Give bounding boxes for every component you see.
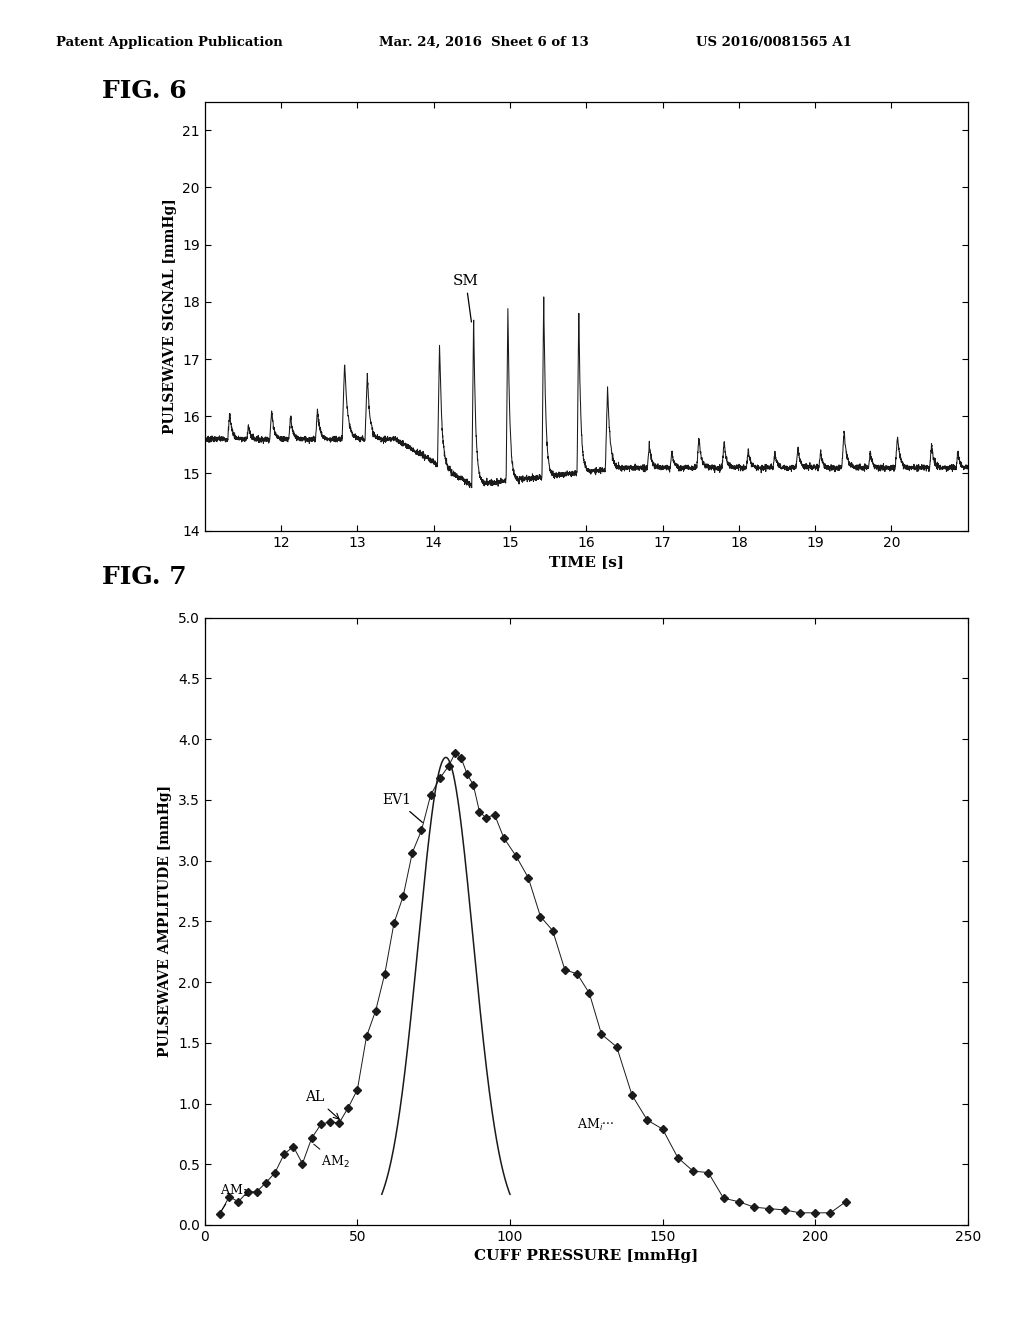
Y-axis label: PULSEWAVE AMPLITUDE [mmHg]: PULSEWAVE AMPLITUDE [mmHg] [159, 785, 172, 1057]
Text: FIG. 7: FIG. 7 [102, 565, 187, 589]
Text: AM$_i$···: AM$_i$··· [578, 1117, 614, 1134]
Text: Patent Application Publication: Patent Application Publication [56, 36, 283, 49]
X-axis label: TIME [s]: TIME [s] [549, 554, 624, 569]
Y-axis label: PULSEWAVE SIGNAL [mmHg]: PULSEWAVE SIGNAL [mmHg] [163, 198, 176, 434]
Text: AL: AL [305, 1090, 339, 1119]
Text: US 2016/0081565 A1: US 2016/0081565 A1 [696, 36, 852, 49]
Text: AM$_2$: AM$_2$ [313, 1144, 349, 1170]
Text: FIG. 6: FIG. 6 [102, 79, 187, 103]
Text: EV1: EV1 [382, 793, 423, 822]
Text: AM$_1$: AM$_1$ [220, 1183, 249, 1210]
X-axis label: CUFF PRESSURE [mmHg]: CUFF PRESSURE [mmHg] [474, 1249, 698, 1263]
Text: SM: SM [453, 273, 479, 322]
Text: Mar. 24, 2016  Sheet 6 of 13: Mar. 24, 2016 Sheet 6 of 13 [379, 36, 589, 49]
